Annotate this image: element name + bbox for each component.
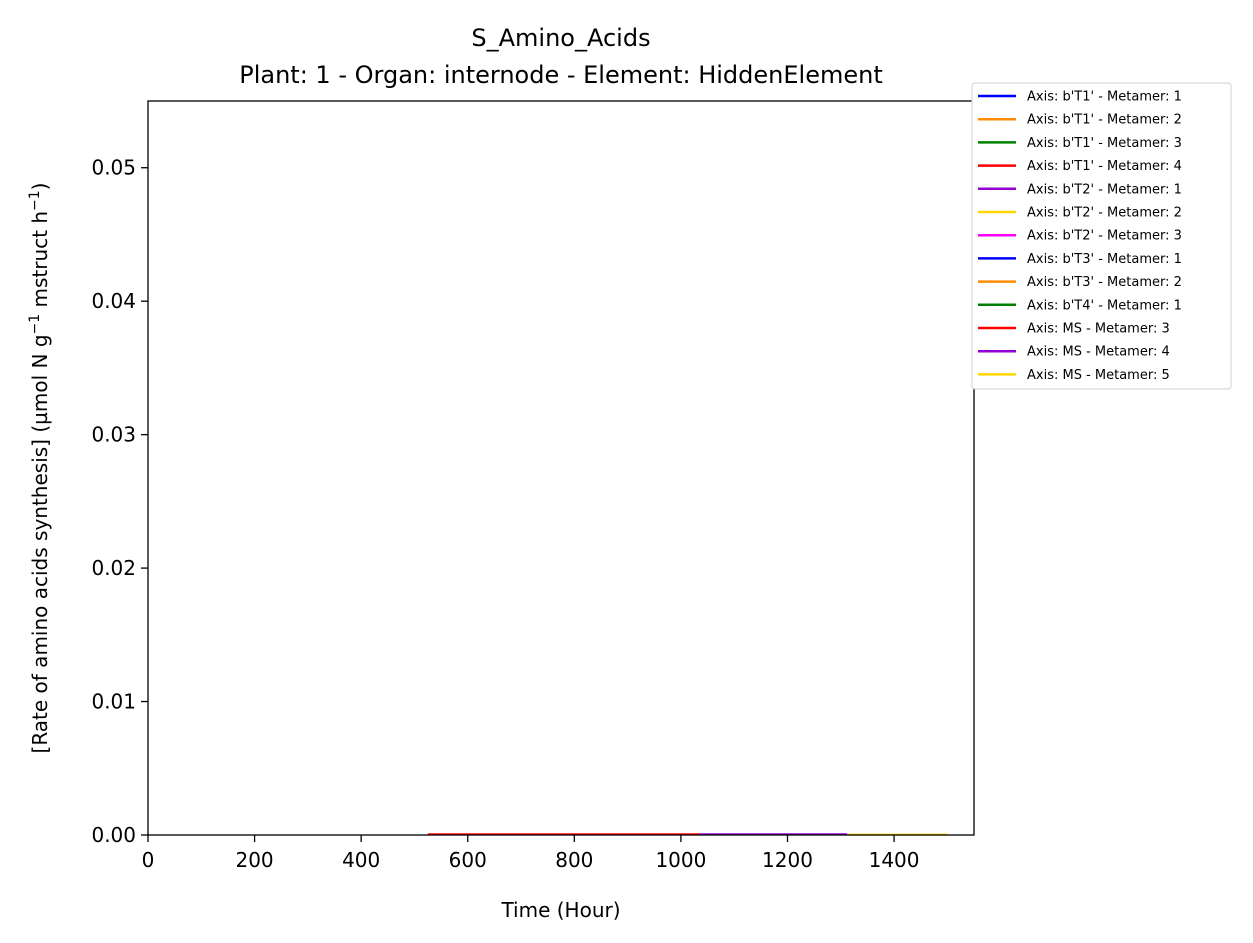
chart-title: S_Amino_Acids [471,24,650,52]
legend-entry: Axis: b'T1' - Metamer: 1 [1027,90,1182,105]
x-tick-label: 200 [235,848,273,872]
plot-frame [147,100,975,836]
legend-entry: Axis: MS - Metamer: 5 [1027,368,1170,383]
y-axis-ticks: 0.00 0.01 0.02 0.03 0.04 0.05 [91,156,148,847]
chart-subtitle: Plant: 1 - Organ: internode - Element: H… [239,61,883,89]
x-tick-label: 600 [449,848,487,872]
legend-entry: Axis: b'T2' - Metamer: 3 [1027,229,1182,244]
y-tick-label: 0.00 [91,823,136,847]
legend-entry: Axis: b'T1' - Metamer: 2 [1027,113,1182,128]
x-axis-ticks: 0 200 400 600 800 1000 1200 1400 [142,835,920,872]
y-tick-label: 0.01 [91,690,136,714]
legend-entry: Axis: b'T3' - Metamer: 2 [1027,275,1182,290]
x-tick-label: 800 [555,848,593,872]
legend-entry: Axis: b'T4' - Metamer: 1 [1027,298,1182,313]
legend-entry: Axis: b'T2' - Metamer: 2 [1027,206,1182,221]
y-tick-label: 0.03 [91,423,136,447]
x-tick-label: 1400 [869,848,920,872]
x-tick-label: 1200 [762,848,813,872]
legend-entry: Axis: MS - Metamer: 4 [1027,345,1170,360]
y-tick-label: 0.02 [91,556,136,580]
legend-entry: Axis: b'T2' - Metamer: 1 [1027,182,1182,197]
x-tick-label: 0 [142,848,155,872]
y-tick-label: 0.04 [91,289,136,313]
y-tick-label: 0.05 [91,156,136,180]
x-tick-label: 1000 [655,848,706,872]
y-axis-label: [Rate of amino acids synthesis] (µmol N … [27,183,52,754]
legend-entry: Axis: b'T1' - Metamer: 4 [1027,159,1182,174]
legend-entry: Axis: b'T1' - Metamer: 3 [1027,136,1182,151]
legend-entry: Axis: MS - Metamer: 3 [1027,322,1170,337]
x-tick-label: 400 [342,848,380,872]
legend: Axis: b'T1' - Metamer: 1 Axis: b'T1' - Me… [971,82,1232,390]
legend-box [971,82,1232,390]
x-axis-label: Time (Hour) [500,898,620,922]
legend-entry: Axis: b'T3' - Metamer: 1 [1027,252,1182,267]
